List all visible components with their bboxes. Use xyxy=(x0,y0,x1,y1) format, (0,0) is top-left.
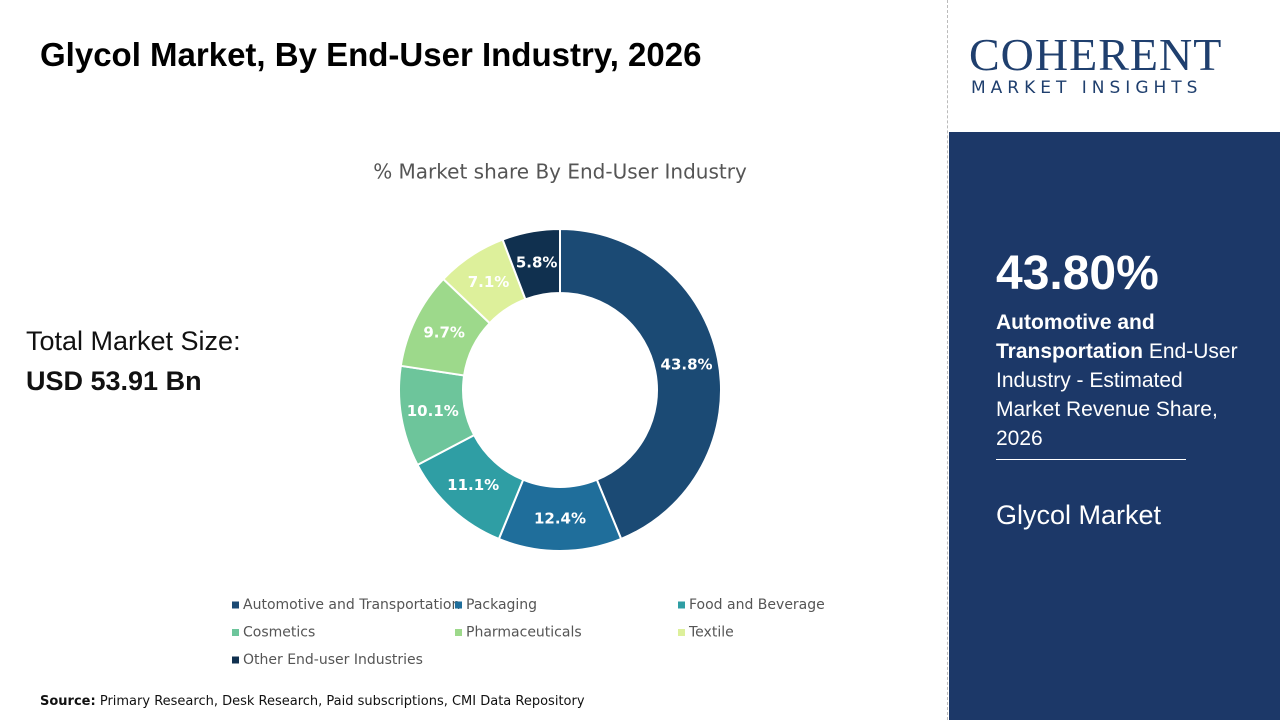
legend-marker xyxy=(232,656,239,664)
legend-label: Pharmaceuticals xyxy=(466,625,582,641)
legend-label: Cosmetics xyxy=(243,625,315,641)
legend-marker xyxy=(678,601,685,609)
logo-name: COHERENT xyxy=(969,29,1223,80)
data-label: 5.8% xyxy=(516,254,558,272)
source: Source: Primary Research, Desk Research,… xyxy=(40,694,585,709)
sidebar-market: Glycol Market xyxy=(996,500,1162,530)
sidebar-text: Automotive and Transportation End-User I… xyxy=(996,308,1246,453)
data-label: 11.1% xyxy=(447,476,499,494)
left-panel xyxy=(947,0,948,720)
page-title: Glycol Market, By End-User Industry, 202… xyxy=(40,36,702,73)
donut-slice xyxy=(559,227,722,541)
sidebar-highlight: Automotive and Transportation xyxy=(996,311,1155,363)
legend-label: Other End-user Industries xyxy=(243,652,423,668)
legend-marker xyxy=(455,629,462,636)
chart: % Market share By End-User Industry 43.8%… xyxy=(232,160,825,668)
legend-label: Packaging xyxy=(466,597,537,613)
legend-label: Textile xyxy=(688,625,734,641)
data-label: 7.1% xyxy=(468,273,510,291)
data-label: 9.7% xyxy=(423,324,465,342)
legend-marker xyxy=(678,629,685,636)
total-label: Total Market Size: xyxy=(26,326,241,356)
donut-slice xyxy=(501,227,561,301)
legend-marker xyxy=(232,601,239,609)
sidebar-description: End-User Industry - Estimated Market Rev… xyxy=(996,340,1238,450)
legend-label: Automotive and Transportation xyxy=(243,597,460,613)
logo-tagline: MARKET INSIGHTS xyxy=(971,78,1203,98)
data-label: 12.4% xyxy=(534,510,586,528)
source-label: Source: xyxy=(40,694,96,709)
legend-marker xyxy=(455,601,462,609)
chart-title: % Market share By End-User Industry xyxy=(373,160,747,184)
legend-label: Food and Beverage xyxy=(689,597,825,613)
sidebar-headline: 43.80% xyxy=(996,247,1159,300)
data-label: 10.1% xyxy=(407,402,459,420)
logo: COHERENT MARKET INSIGHTS xyxy=(949,0,1280,132)
source-text: Primary Research, Desk Research, Paid su… xyxy=(99,694,585,709)
sidebar: 43.80% Automotive and Transportation End… xyxy=(949,132,1280,720)
legend-marker xyxy=(232,629,239,636)
divider xyxy=(996,459,1186,460)
total-value: USD 53.91 Bn xyxy=(26,366,202,396)
data-label: 43.8% xyxy=(661,356,713,374)
